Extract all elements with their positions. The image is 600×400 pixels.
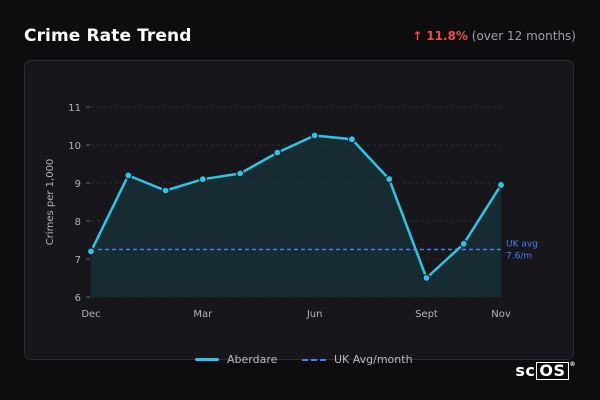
trend-delta: ↑ 11.8% (over 12 months) <box>412 29 576 43</box>
legend-item-aberdare[interactable]: Aberdare <box>195 353 277 366</box>
data-point-3 <box>198 175 207 184</box>
y-tick-label-10: 10 <box>68 141 81 152</box>
data-point-9 <box>422 273 431 283</box>
legend-swatch-uk-avg <box>302 358 326 361</box>
data-point-4 <box>235 169 245 178</box>
data-point-1 <box>124 171 133 180</box>
reference-label-line1: UK avg <box>506 240 538 250</box>
legend-label-uk-avg: UK Avg/month <box>334 353 413 366</box>
data-point-11 <box>496 180 506 189</box>
data-point-0 <box>86 247 96 256</box>
data-point-2 <box>161 186 170 195</box>
x-tick-label-nov: Nov <box>491 309 511 320</box>
chart-legend: Aberdare UK Avg/month <box>0 353 600 371</box>
delta-value: 11.8% <box>426 29 468 43</box>
reference-label-line2: 7.6/m <box>506 252 532 262</box>
x-tick-label-sept: Sept <box>415 309 438 320</box>
data-point-6 <box>310 131 319 140</box>
x-tick-label-mar: Mar <box>193 309 213 320</box>
x-tick-label-dec: Dec <box>81 309 100 320</box>
delta-arrow: ↑ <box>412 29 423 43</box>
y-tick-label-7: 7 <box>75 255 81 266</box>
legend-swatch-aberdare <box>195 358 219 361</box>
series-area-aberdare <box>91 135 501 297</box>
y-tick-label-9: 9 <box>75 179 81 190</box>
legend-label-aberdare: Aberdare <box>227 353 278 366</box>
x-tick-label-jun: Jun <box>306 309 323 320</box>
legend-item-uk-avg[interactable]: UK Avg/month <box>302 353 413 366</box>
logo-os: OS <box>536 362 569 380</box>
y-tick-label-11: 11 <box>68 103 81 114</box>
y-tick-label-8: 8 <box>75 217 81 228</box>
logo-sc: sc <box>515 361 536 380</box>
series-line-aberdare <box>89 134 503 280</box>
data-point-8 <box>385 175 394 184</box>
y-axis-label: Crimes per 1,000 <box>45 159 56 246</box>
data-point-10 <box>459 239 468 248</box>
chart-title: Crime Rate Trend <box>24 26 192 46</box>
data-point-7 <box>347 135 357 144</box>
scos-logo: sc OS ® <box>515 361 576 380</box>
logo-reg: ® <box>569 361 576 368</box>
delta-note: (over 12 months) <box>471 29 576 43</box>
data-point-5 <box>273 148 282 157</box>
y-tick-label-6: 6 <box>75 293 81 304</box>
